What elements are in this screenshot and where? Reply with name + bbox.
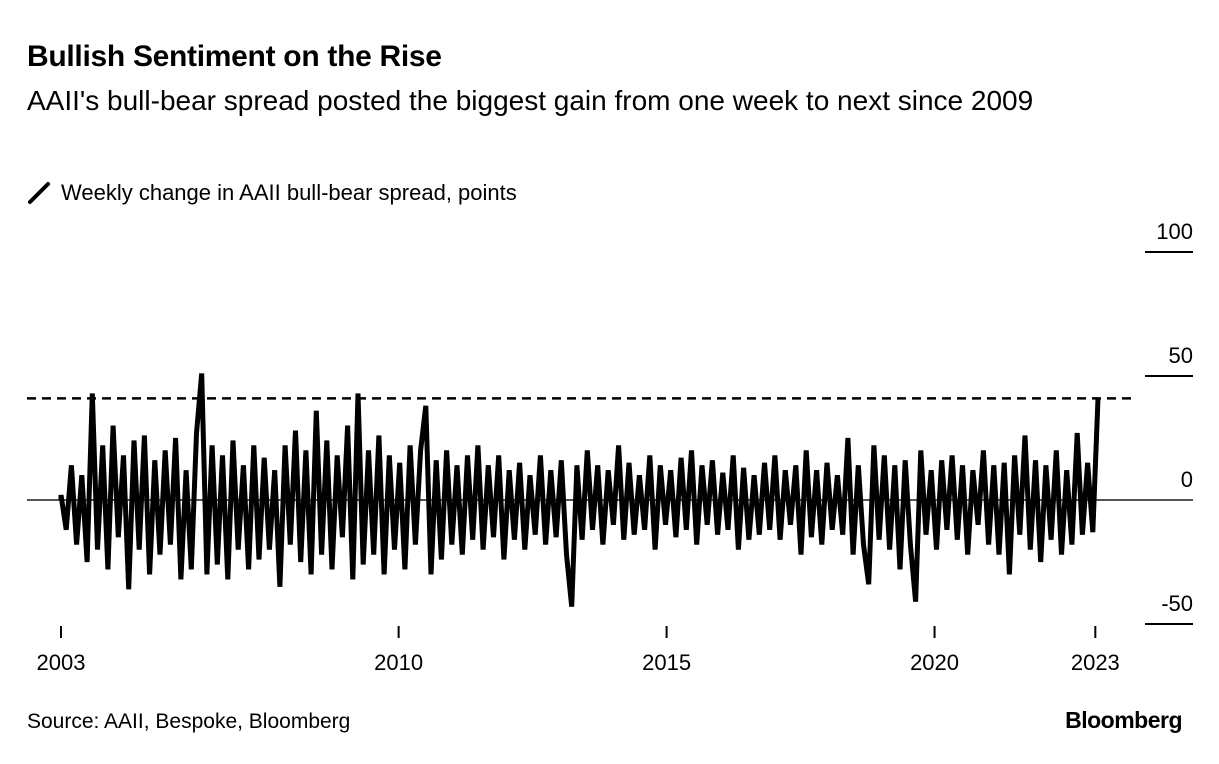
y-tick-label: 100 [1156,219,1193,244]
series-line [58,373,1101,607]
y-tick-label: -50 [1161,591,1193,616]
chart-subtitle: AAII's bull-bear spread posted the bigge… [27,85,1034,116]
source-note: Source: AAII, Bespoke, Bloomberg [27,710,351,733]
x-tick-label: 2020 [910,650,959,675]
bloomberg-logo: Bloomberg [1065,707,1182,733]
legend: Weekly change in AAII bull-bear spread, … [27,180,517,206]
x-tick-label: 2015 [642,650,691,675]
x-tick-label: 2003 [37,650,86,675]
x-tick-label: 2010 [374,650,423,675]
y-tick-label: 50 [1169,343,1193,368]
pencil-line-icon [28,182,50,204]
x-tick-label: 2023 [1071,650,1120,675]
legend-label: Weekly change in AAII bull-bear spread, … [61,180,517,205]
chart-title: Bullish Sentiment on the Rise [27,40,442,73]
y-tick-label: 0 [1181,467,1193,492]
